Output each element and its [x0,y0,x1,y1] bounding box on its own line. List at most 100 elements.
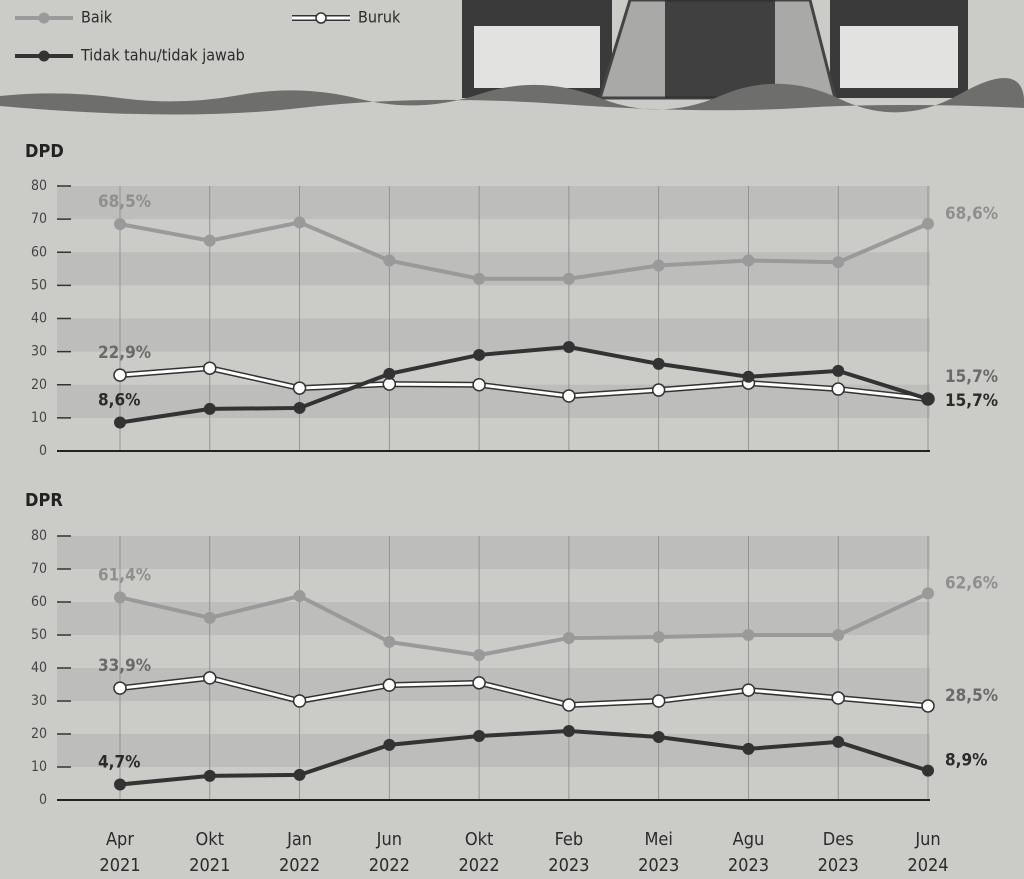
line [119,220,929,281]
x-tick-label: Jun [914,829,940,850]
torn-edge [0,77,1024,115]
legend-label: Buruk [358,8,401,27]
point [651,383,666,397]
data-label: 8,6% [98,391,140,411]
x-tick-label: Agu [733,829,765,850]
legend-dot [38,50,50,62]
point [832,364,845,377]
point [651,694,666,708]
point [114,416,126,429]
y-tick-label: 50 [31,277,47,293]
x-tick-label: 2021 [189,855,230,876]
point [203,402,216,415]
point [292,381,307,395]
x-tick-label: Jan [286,829,312,850]
point [742,370,755,383]
point [832,256,845,269]
point [293,768,306,781]
band [57,734,930,767]
point [832,629,845,641]
point [832,735,845,748]
x-tick-label: Jun [376,829,402,850]
y-tick-label: 80 [31,528,47,544]
y-tick-label: 10 [31,410,47,426]
y-tick-label: 40 [31,660,47,676]
point [203,671,217,685]
x-tick-label: 2024 [907,855,948,876]
point [652,357,665,370]
chart-title: DPR [25,490,63,511]
point [293,401,306,414]
point [562,698,576,712]
y-tick-label: 20 [31,377,47,393]
band [57,384,930,418]
band [57,186,930,220]
point [203,769,216,782]
y-tick-label: 60 [31,594,47,610]
point [922,392,934,405]
data-label: 33,9% [98,656,151,676]
point [741,683,756,697]
point [382,678,397,692]
point [922,217,934,230]
point [293,590,306,603]
x-tick-label: Okt [465,829,493,850]
data-label: 22,9% [98,343,151,363]
y-tick-label: 50 [31,627,47,643]
point [922,764,934,777]
point [203,234,216,247]
point [562,340,575,353]
legend: Baik Buruk Tidak tahu/tidak jawab [15,8,401,65]
line [119,344,929,425]
point [472,676,486,690]
y-tick-label: 30 [31,344,47,360]
x-tick-label: 2022 [369,855,410,876]
y-tick-label: 0 [39,792,47,808]
point [742,254,755,267]
point [652,630,665,643]
point [472,378,486,392]
data-label: 4,7% [98,752,140,772]
y-tick-label: 70 [31,211,47,227]
point [473,272,486,285]
x-tick-label: 2021 [99,855,140,876]
y-tick-label: 0 [39,443,47,459]
point [114,778,126,791]
x-tick-label: Apr [106,829,134,850]
data-label: 28,5% [945,686,998,706]
point [292,694,307,708]
data-label: 15,7% [945,367,998,387]
point [562,389,576,403]
point [473,348,486,361]
point [382,377,397,391]
point [562,631,575,644]
y-tick-label: 10 [31,759,47,775]
legend-dot [315,12,327,24]
point [114,218,126,231]
y-tick-label: 80 [31,178,47,194]
legend-label: Baik [81,8,113,27]
x-tick-label: 2023 [638,855,679,876]
line [119,591,929,658]
point [742,742,755,755]
data-label: 61,4% [98,565,151,585]
point [922,587,934,600]
data-label: 8,9% [945,751,987,771]
point [562,725,575,738]
x-tick-label: 2023 [818,855,859,876]
data-label: 68,5% [98,192,151,212]
legend-dot [38,12,50,24]
point [383,635,396,648]
line [119,676,929,708]
point [203,611,216,624]
band [57,536,930,569]
point [831,691,845,705]
chart-title: DPD [25,141,64,162]
point [473,729,486,742]
data-label: 62,6% [945,573,998,593]
x-tick-label: 2022 [459,855,500,876]
x-tick-label: 2023 [548,855,589,876]
legend-label: Tidak tahu/tidak jawab [80,46,245,65]
point [921,699,935,713]
data-label: 68,6% [945,204,998,224]
